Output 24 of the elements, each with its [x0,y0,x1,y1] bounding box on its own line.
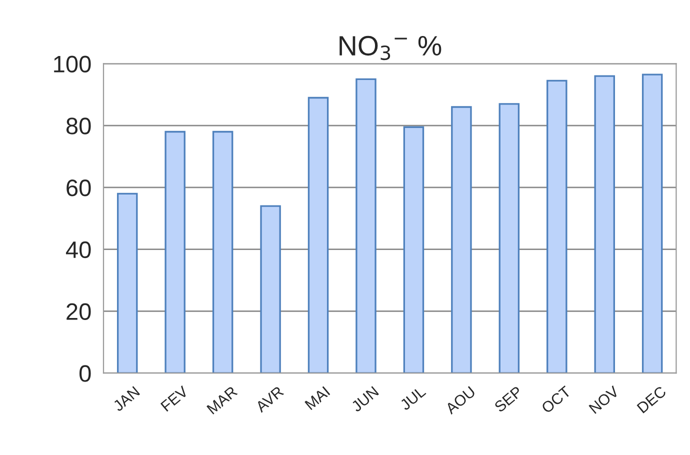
y-tick-label: 60 [66,180,91,196]
bar [212,130,234,374]
bar [451,106,472,374]
y-tick-label: 0 [79,365,91,382]
x-tick-label: JUN [350,386,380,412]
bar [642,74,663,374]
x-tick-label: MAI [304,386,330,410]
chart-title: NO$_{3}$$^{−}$ % [340,36,442,60]
bar [260,205,281,374]
x-tick-label: JUL [399,386,426,411]
y-tick-label: 100 [54,56,91,72]
bar [403,126,424,374]
bar [498,103,520,374]
bar [308,96,329,374]
bar [116,192,138,374]
bar [356,78,376,374]
bar [164,130,186,374]
x-tick-label: JAN [112,386,140,412]
bar [594,75,615,374]
x-tick-label: SEP [494,386,523,413]
y-tick-label: 20 [66,303,91,320]
y-tick-label: 40 [66,241,91,258]
bar [546,80,568,374]
y-tick-label: 80 [66,118,91,134]
